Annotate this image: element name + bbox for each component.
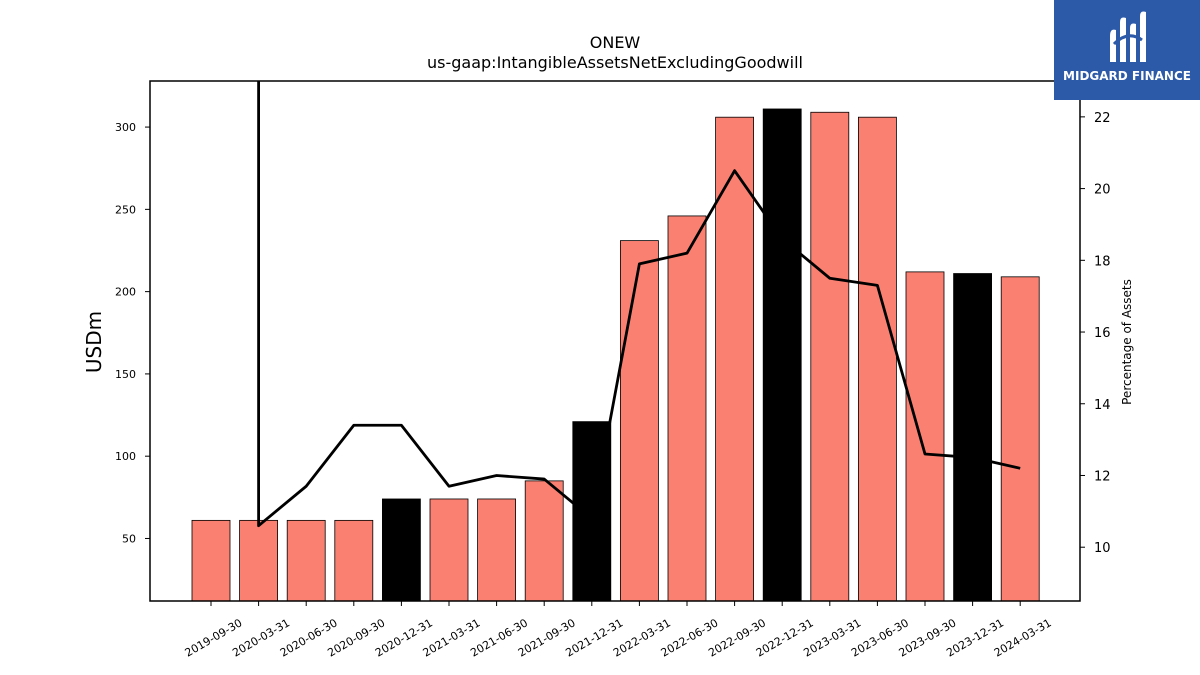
- bar-2021-09-30: [524, 480, 564, 602]
- y-tick-label-250: 250: [115, 203, 136, 216]
- bar-2022-09-30: [715, 116, 754, 602]
- plot-frame: [149, 80, 1081, 602]
- bar-series: [191, 108, 1040, 602]
- y2-tick-label-16: 16: [1094, 326, 1111, 341]
- bar-2020-09-30: [334, 519, 374, 602]
- y-tick-label-150: 150: [115, 368, 136, 381]
- bar-2021-03-31: [429, 498, 469, 602]
- y2-tick-label-18: 18: [1094, 254, 1111, 269]
- y-tick-label-300: 300: [115, 121, 136, 134]
- y2-tick-label-14: 14: [1094, 398, 1111, 413]
- bar-2022-12-31: [762, 108, 802, 602]
- bar-2024-03-31: [1000, 276, 1040, 602]
- bar-2023-03-31: [810, 111, 850, 602]
- bar-2022-06-30: [667, 215, 707, 602]
- bar-2020-03-31: [239, 519, 279, 602]
- bar-2020-06-30: [286, 519, 326, 602]
- y2-tick-label-12: 12: [1094, 469, 1111, 484]
- logo-text: MIDGARD FINANCE: [1063, 69, 1191, 83]
- bar-2023-09-30: [905, 271, 945, 602]
- y-axis-label: USDm: [82, 311, 106, 373]
- line-series: [257, 81, 1021, 528]
- chart-subtitle: us-gaap:IntangibleAssetsNetExcludingGood…: [427, 53, 803, 72]
- midgard-m-logo-icon: [1110, 11, 1146, 63]
- bar-2023-12-31: [953, 273, 992, 602]
- logo: MIDGARD FINANCE: [1054, 0, 1200, 100]
- y-tick-label-100: 100: [115, 450, 136, 463]
- y2-tick-label-20: 20: [1094, 183, 1111, 198]
- y2-tick-label-22: 22: [1094, 111, 1111, 126]
- bar-2020-12-31: [381, 498, 421, 602]
- y-tick-label-200: 200: [115, 286, 136, 299]
- chart-title: ONEW: [590, 33, 641, 52]
- bar-2021-06-30: [477, 498, 517, 602]
- y2-tick-label-10: 10: [1094, 541, 1111, 556]
- y-tick-label-50: 50: [122, 532, 136, 545]
- bar-2023-06-30: [858, 116, 897, 602]
- percentage-line: [257, 81, 1021, 528]
- bar-2019-09-30: [191, 519, 231, 602]
- bar-2022-03-31: [620, 240, 659, 602]
- y2-axis-label: Percentage of Assets: [1120, 279, 1134, 405]
